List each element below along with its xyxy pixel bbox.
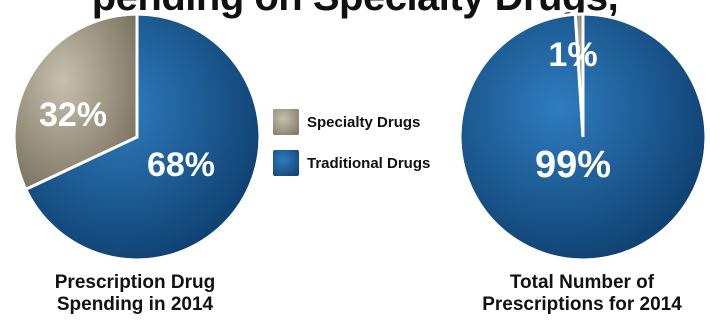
pie-outline-prescriptions — [458, 12, 708, 262]
caption-spending: Prescription Drug Spending in 2014 — [20, 272, 250, 316]
legend-swatch-traditional — [273, 150, 299, 176]
caption-prescriptions-line2: Prescriptions for 2014 — [482, 294, 682, 315]
pie-label-specialty-spending: 32% — [39, 96, 107, 134]
chart-title-fragment: pending on Specialty Drugs, — [0, 0, 710, 20]
pie-label-specialty-prescriptions: 1% — [548, 36, 597, 74]
caption-prescriptions-line1: Total Number of — [509, 272, 655, 293]
legend-item-traditional: Traditional Drugs — [273, 149, 430, 177]
pie-label-traditional-spending: 68% — [147, 146, 215, 184]
legend-item-specialty: Specialty Drugs — [273, 108, 430, 136]
pie-outline-spending — [12, 12, 262, 262]
legend-label-traditional: Traditional Drugs — [307, 154, 431, 172]
caption-spending-line1: Prescription Drug — [54, 272, 216, 293]
pie-label-traditional-prescriptions: 99% — [535, 144, 611, 186]
caption-spending-line2: Spending in 2014 — [56, 294, 214, 315]
pie-prescriptions: 1% 99% — [458, 12, 708, 262]
legend-swatch-specialty — [273, 109, 299, 135]
legend: Specialty Drugs Traditional Drugs — [273, 108, 430, 190]
pie-spending: 32% 68% — [12, 12, 262, 262]
caption-prescriptions: Total Number of Prescriptions for 2014 — [467, 272, 697, 316]
legend-label-specialty: Specialty Drugs — [307, 113, 421, 131]
